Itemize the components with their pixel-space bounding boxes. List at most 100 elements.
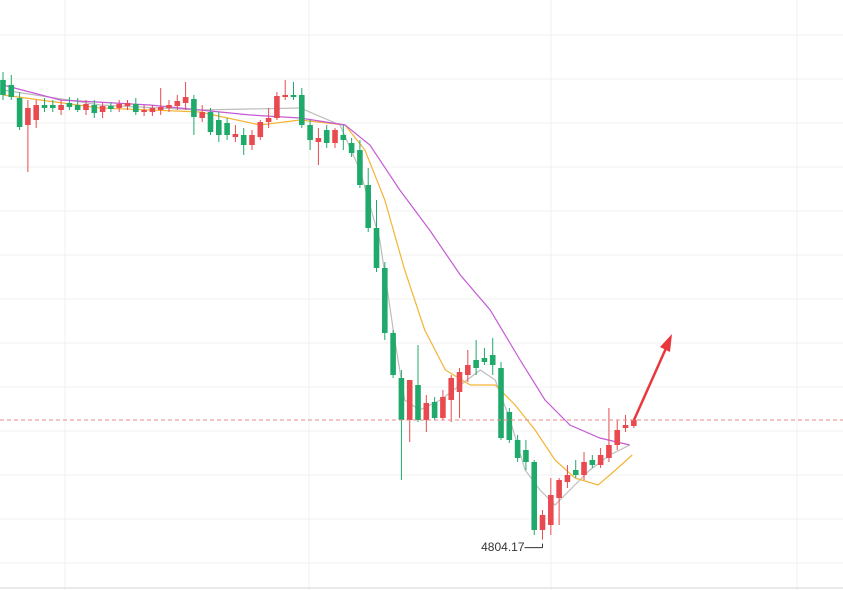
candle-body — [481, 358, 488, 362]
candle-body — [390, 333, 396, 375]
candle — [240, 128, 247, 155]
candle-body — [531, 462, 538, 530]
candle — [323, 125, 330, 148]
candle-body — [141, 110, 147, 112]
candle — [332, 128, 338, 148]
candle-body — [489, 355, 496, 365]
candle — [74, 98, 81, 112]
candle — [597, 448, 604, 468]
candle-body — [556, 480, 562, 498]
candle-body — [398, 378, 405, 420]
candle-body — [323, 130, 330, 143]
candle-body — [622, 425, 629, 428]
candle-body — [606, 445, 612, 458]
candle — [33, 100, 39, 128]
candle-body — [25, 108, 31, 125]
arrow-shaft — [632, 345, 669, 421]
candle-body — [465, 365, 471, 375]
candle — [166, 100, 172, 112]
candle-body — [498, 368, 504, 438]
candle — [614, 420, 621, 450]
candle — [99, 103, 106, 118]
candle-body — [332, 130, 338, 143]
candle — [207, 108, 214, 135]
candle-body — [74, 105, 81, 110]
candle — [498, 362, 504, 440]
candle — [8, 75, 15, 100]
candle — [398, 370, 405, 480]
candle-body — [506, 412, 513, 440]
candle — [249, 130, 255, 150]
candle — [489, 338, 496, 375]
candle-body — [382, 268, 388, 333]
candle-body — [265, 118, 272, 122]
candle-body — [340, 135, 347, 140]
candle — [581, 452, 587, 480]
candle-body — [539, 515, 546, 530]
moving-averages — [2, 84, 633, 506]
candle — [108, 102, 114, 112]
candle — [232, 125, 239, 142]
candle — [157, 88, 164, 115]
candle — [373, 200, 380, 272]
candle — [315, 128, 322, 165]
candle — [224, 118, 230, 140]
candle-body — [257, 122, 264, 137]
candle — [282, 80, 289, 100]
low-label: 4804.17 — [481, 540, 525, 554]
candle-body — [174, 101, 181, 106]
candle-body — [83, 104, 89, 110]
moving-average-line — [2, 89, 630, 506]
candle-body — [282, 95, 289, 97]
candle — [473, 340, 479, 375]
labels: 4804.17 — [481, 540, 544, 554]
candle-body — [216, 120, 222, 135]
candle-body — [33, 105, 39, 120]
candle-body — [423, 403, 430, 420]
candle — [431, 397, 438, 420]
candle — [456, 368, 463, 418]
candle — [49, 100, 56, 112]
candle — [199, 105, 206, 122]
candle-body — [274, 96, 280, 118]
candle-body — [99, 106, 106, 112]
candles — [0, 72, 843, 540]
candle-body — [191, 99, 197, 117]
candle-body — [581, 462, 587, 475]
candle — [382, 262, 388, 340]
candle-body — [614, 430, 621, 445]
candle — [465, 350, 471, 382]
candle-body — [415, 385, 421, 420]
candle-body — [299, 95, 305, 125]
candle-body — [16, 98, 23, 127]
candle-body — [572, 470, 579, 475]
candle-body — [116, 104, 122, 108]
candle — [149, 105, 156, 116]
candle — [116, 100, 122, 112]
candle-body — [564, 475, 571, 482]
candle-body — [207, 112, 214, 132]
moving-average-line — [2, 94, 633, 486]
candle — [132, 98, 139, 115]
candle-body — [240, 135, 247, 145]
candle — [523, 440, 529, 470]
candle-body — [49, 105, 56, 108]
candle — [216, 112, 222, 142]
candle-body — [91, 105, 98, 113]
moving-average-line — [2, 84, 630, 446]
candle — [514, 435, 521, 462]
candle-body — [108, 106, 114, 109]
candle — [606, 408, 612, 462]
candle-body — [157, 107, 164, 110]
candle — [141, 105, 147, 116]
candle — [66, 97, 73, 110]
candle — [440, 390, 446, 420]
candle — [174, 95, 181, 110]
candle-body — [548, 495, 554, 525]
candle-body — [315, 138, 322, 142]
candle — [290, 82, 297, 100]
candle — [357, 140, 363, 188]
candle-body — [406, 380, 413, 420]
